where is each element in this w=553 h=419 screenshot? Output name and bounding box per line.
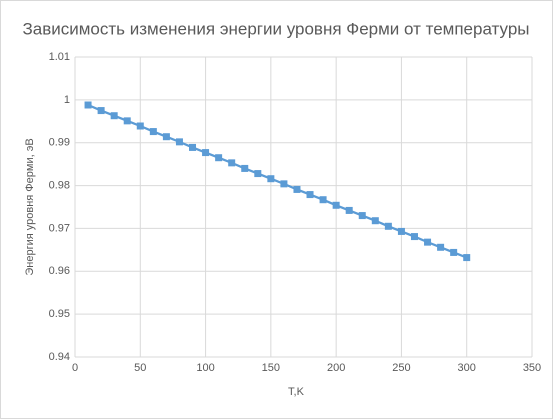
data-point [397,227,405,235]
data-point [267,175,275,183]
x-tick-label: 0 [72,362,78,374]
x-axis-label: T,K [288,386,305,398]
y-axis-label: Энергия уровня Ферми, эВ [24,138,36,275]
y-tick-label: 1 [64,94,70,106]
data-point [306,191,314,199]
data-point [202,149,210,157]
data-point [424,238,432,246]
data-point [332,201,340,209]
data-point [358,212,366,220]
data-point [254,170,262,178]
y-tick-label: 0.97 [49,222,70,234]
data-point [136,122,144,130]
y-tick-label: 1.01 [49,51,70,63]
data-point [175,138,183,146]
data-point [149,128,157,136]
chart-title: Зависимость изменения энергии уровня Фер… [22,19,529,38]
data-point [345,206,353,214]
data-point [450,248,458,256]
y-tick-label: 0.95 [49,308,70,320]
x-tick-label: 100 [196,362,214,374]
data-point [228,159,236,167]
x-tick-label: 300 [458,362,476,374]
data-point [97,107,105,115]
data-point [162,133,170,141]
data-point [371,217,379,225]
x-tick-label: 200 [327,362,345,374]
data-point [123,117,131,125]
x-tick-label: 150 [262,362,280,374]
y-tick-label: 0.96 [49,265,70,277]
x-tick-label: 50 [134,362,146,374]
data-point [293,185,301,193]
y-tick-label: 0.94 [49,351,70,363]
data-point [410,233,418,241]
data-point [463,254,471,262]
data-point [110,112,118,120]
y-tick-label: 0.98 [49,179,70,191]
data-point [84,101,92,109]
x-tick-label: 350 [523,362,541,374]
data-point [241,164,249,172]
data-point [215,154,223,162]
data-point [189,143,197,151]
y-tick-label: 0.99 [49,137,70,149]
data-point [319,196,327,204]
data-point [384,222,392,230]
data-point [437,243,445,251]
data-point [280,180,288,188]
x-tick-label: 250 [392,362,410,374]
